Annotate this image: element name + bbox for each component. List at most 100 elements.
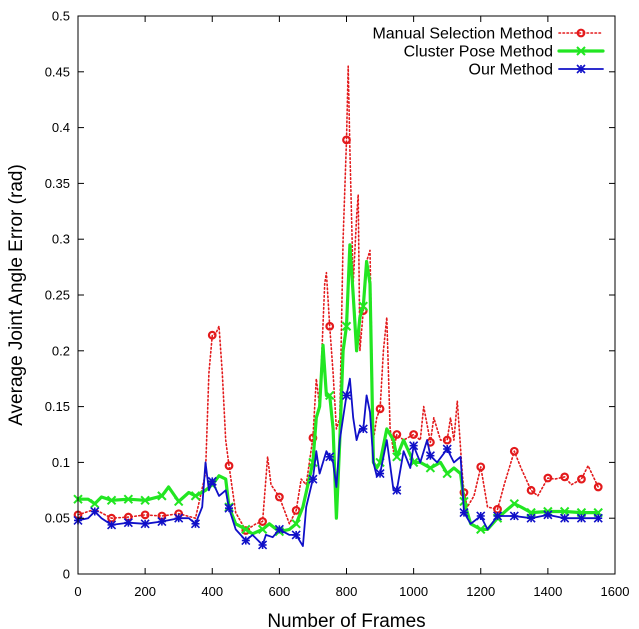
x-tick-label: 1600 bbox=[601, 584, 630, 599]
y-tick-label: 0.3 bbox=[52, 232, 70, 247]
data-point bbox=[459, 508, 469, 518]
data-point bbox=[409, 441, 419, 451]
series-2 bbox=[73, 377, 603, 550]
data-point bbox=[442, 435, 452, 445]
data-point bbox=[258, 517, 267, 526]
data-point bbox=[157, 491, 167, 501]
data-point bbox=[90, 498, 100, 509]
x-tick-label: 200 bbox=[134, 584, 156, 599]
y-tick-label: 0 bbox=[63, 567, 70, 582]
data-point bbox=[509, 511, 519, 521]
data-point bbox=[140, 510, 150, 520]
data-point bbox=[291, 505, 301, 515]
data-point bbox=[509, 498, 520, 509]
data-point bbox=[274, 492, 284, 502]
legend-entry: Cluster Pose Method bbox=[404, 44, 605, 61]
data-point bbox=[543, 473, 553, 483]
data-point bbox=[375, 404, 385, 414]
data-point bbox=[392, 485, 402, 495]
x-tick-label: 1200 bbox=[466, 584, 495, 599]
data-point bbox=[207, 330, 217, 340]
x-tick-label: 600 bbox=[269, 584, 291, 599]
legend-entry: Manual Selection Method bbox=[372, 26, 604, 43]
y-tick-label: 0.25 bbox=[45, 288, 70, 303]
data-point bbox=[173, 496, 184, 507]
y-tick-label: 0.45 bbox=[45, 64, 70, 79]
series-0 bbox=[73, 65, 603, 535]
data-point bbox=[140, 519, 150, 529]
data-point bbox=[106, 495, 117, 506]
y-tick-label: 0.1 bbox=[52, 455, 70, 470]
data-point bbox=[207, 476, 217, 486]
data-point bbox=[106, 520, 117, 530]
data-point bbox=[442, 444, 452, 454]
data-point bbox=[593, 482, 603, 492]
x-axis-title: Number of Frames bbox=[267, 611, 425, 629]
series-line bbox=[77, 65, 599, 532]
x-tick-label: 800 bbox=[336, 584, 358, 599]
data-point bbox=[308, 474, 318, 484]
data-point bbox=[341, 390, 352, 401]
y-tick-label: 0.05 bbox=[45, 511, 70, 526]
data-point bbox=[492, 511, 503, 521]
x-tick-label: 400 bbox=[201, 584, 223, 599]
data-point bbox=[560, 513, 570, 523]
data-point bbox=[476, 511, 486, 521]
data-point bbox=[476, 462, 486, 472]
legend-label: Our Method bbox=[469, 62, 553, 79]
data-point bbox=[90, 506, 100, 517]
data-point bbox=[476, 524, 486, 535]
data-point bbox=[509, 446, 519, 456]
data-point bbox=[241, 524, 251, 535]
data-point bbox=[526, 513, 536, 523]
data-point bbox=[560, 472, 570, 482]
legend-entry: Our Method bbox=[469, 62, 604, 79]
data-point bbox=[291, 530, 301, 540]
data-point bbox=[123, 494, 134, 504]
data-point bbox=[325, 321, 335, 331]
data-point bbox=[190, 519, 201, 529]
data-point bbox=[274, 524, 284, 534]
legend-marker bbox=[576, 28, 586, 38]
x-tick-label: 1000 bbox=[399, 584, 428, 599]
data-point bbox=[425, 451, 435, 461]
y-axis-title: Average Joint Angle Error (rad) bbox=[6, 164, 27, 426]
data-point bbox=[325, 390, 335, 401]
data-point bbox=[224, 503, 234, 513]
data-point bbox=[442, 468, 452, 479]
x-tick-label: 0 bbox=[74, 584, 81, 599]
series-line bbox=[77, 377, 600, 547]
data-point bbox=[257, 524, 268, 535]
legend-label: Manual Selection Method bbox=[372, 26, 553, 43]
data-point bbox=[392, 430, 402, 439]
data-point bbox=[190, 491, 201, 501]
data-point bbox=[526, 485, 536, 495]
y-tick-label: 0.4 bbox=[52, 120, 70, 135]
y-tick-label: 0.2 bbox=[52, 343, 70, 358]
data-point bbox=[258, 540, 268, 550]
data-point bbox=[577, 474, 586, 484]
data-point bbox=[392, 452, 402, 462]
series-line bbox=[76, 243, 600, 536]
data-point bbox=[291, 519, 301, 529]
legend-label: Cluster Pose Method bbox=[404, 44, 553, 61]
legend-marker bbox=[576, 46, 586, 56]
y-tick-label: 0.35 bbox=[45, 176, 70, 191]
data-point bbox=[559, 506, 570, 517]
data-point bbox=[358, 424, 368, 434]
data-point bbox=[409, 430, 419, 439]
data-point bbox=[576, 513, 587, 523]
data-point bbox=[593, 513, 603, 523]
data-point bbox=[157, 516, 167, 527]
data-point bbox=[123, 518, 133, 528]
y-tick-label: 0.15 bbox=[45, 399, 70, 414]
x-tick-label: 1400 bbox=[533, 584, 562, 599]
data-point bbox=[341, 321, 352, 331]
data-point bbox=[241, 535, 251, 546]
data-point bbox=[325, 452, 335, 462]
legend-marker bbox=[576, 64, 586, 74]
data-point bbox=[543, 510, 553, 520]
